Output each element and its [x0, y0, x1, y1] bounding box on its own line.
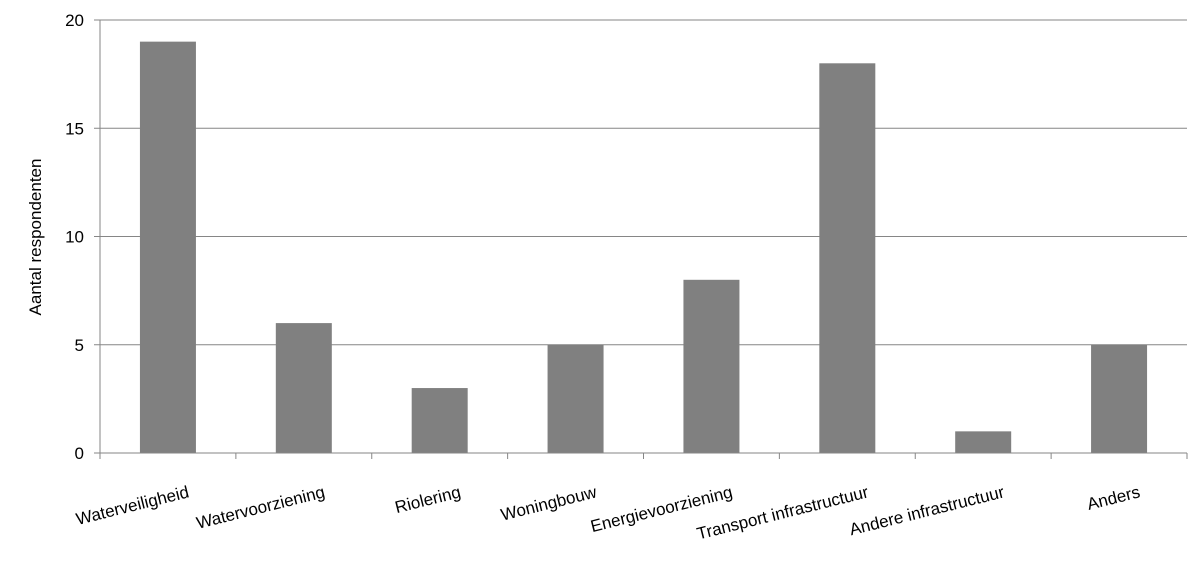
gridlines — [100, 19, 1187, 346]
bar — [139, 41, 196, 454]
y-tick-label: 20 — [65, 11, 84, 30]
bar — [683, 279, 740, 453]
bar — [955, 431, 1012, 453]
bar — [275, 323, 332, 453]
bar — [547, 344, 604, 453]
y-axis-title: Aantal respondenten — [26, 159, 45, 316]
bar — [1091, 344, 1148, 453]
x-tick-label: Andere infrastructuur — [848, 482, 1007, 539]
y-tick-label: 15 — [65, 119, 84, 138]
x-tick-label: Anders — [1085, 482, 1142, 513]
x-tick-label: Waterveiligheid — [74, 482, 191, 528]
bar — [411, 388, 468, 453]
bars — [139, 41, 1148, 454]
axes — [94, 19, 1188, 459]
x-tick-label: Riolering — [393, 482, 463, 517]
y-tick-label: 0 — [75, 444, 84, 463]
bar — [819, 63, 876, 454]
x-tick-label: Watervoorziening — [194, 482, 326, 532]
y-tick-label: 5 — [75, 336, 84, 355]
x-tick-label: Woningbouw — [499, 482, 599, 524]
y-tick-labels: 0 5 10 15 20 — [65, 11, 84, 463]
x-tick-labels: Waterveiligheid Watervoorziening Riolering… — [74, 482, 1142, 543]
y-tick-label: 10 — [65, 228, 84, 247]
